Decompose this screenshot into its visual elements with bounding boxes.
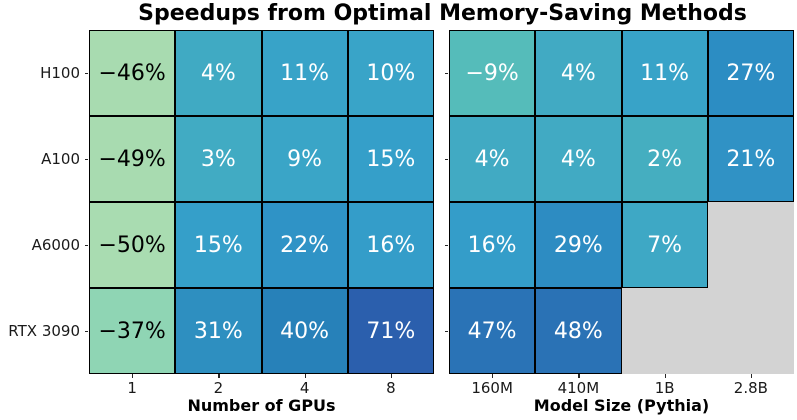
heatmap-cell: −49%: [89, 116, 176, 202]
heatmap-cell: 11%: [621, 30, 708, 116]
x-axis-title-gpus: Number of GPUs: [187, 396, 336, 415]
y-tick-mark: [444, 159, 448, 161]
x-axis-title-model-size: Model Size (Pythia): [533, 396, 710, 415]
heatmap-cell: 16%: [449, 202, 536, 288]
heatmap-cell: −9%: [449, 30, 536, 116]
heatmap-cell: 9%: [261, 116, 348, 202]
heatmap-cell-empty: [707, 288, 794, 374]
y-tick-label: A6000: [0, 202, 89, 288]
heatmap-model-size: −9% 4% 11% 27% 4% 4% 2% 21% 16% 29% 7% 47% 48% 160M 4…: [444, 30, 794, 420]
heatmap-cell: 2%: [621, 116, 708, 202]
heatmap-cell: 11%: [261, 30, 348, 116]
heatmap-cell: 7%: [621, 202, 708, 288]
heatmap-cell: 27%: [707, 30, 794, 116]
chart-title: Speedups from Optimal Memory-Saving Meth…: [138, 1, 747, 26]
heatmap-cell: −46%: [89, 30, 176, 116]
x-tick-label: 1: [89, 374, 175, 397]
heatmap-cell: 15%: [175, 202, 262, 288]
heatmap-cell: 71%: [347, 288, 434, 374]
heatmap-cell: 4%: [449, 116, 536, 202]
heatmap-cell: 47%: [449, 288, 536, 374]
heatmap-cell: 4%: [535, 30, 622, 116]
heatmap-cell: 4%: [175, 30, 262, 116]
heatmap-cell-empty: [707, 202, 794, 288]
heatmap-cell: 22%: [261, 202, 348, 288]
x-tick-labels-model-size: 160M 410M 1B 2.8B: [449, 374, 794, 397]
heatmap-cell: 40%: [261, 288, 348, 374]
heatmap-cell: 4%: [535, 116, 622, 202]
y-tick-label: A100: [0, 116, 89, 202]
heatmap-grid-model-size: −9% 4% 11% 27% 4% 4% 2% 21% 16% 29% 7% 47% 48%: [449, 30, 794, 374]
heatmap-cell: −37%: [89, 288, 176, 374]
y-tick-mark: [444, 331, 448, 333]
y-tick-label: RTX 3090: [0, 288, 89, 374]
heatmap-cell: −50%: [89, 202, 176, 288]
heatmap-cell: 16%: [347, 202, 434, 288]
x-tick-label: 8: [348, 374, 434, 397]
heatmap-cell: 31%: [175, 288, 262, 374]
heatmap-cell-empty: [621, 288, 708, 374]
x-tick-label: 160M: [449, 374, 535, 397]
y-tick-mark: [444, 73, 448, 75]
gpu-row-labels: H100 A100 A6000 RTX 3090: [0, 30, 89, 374]
heatmap-cell: 15%: [347, 116, 434, 202]
heatmap-cell: 29%: [535, 202, 622, 288]
heatmap-grid-gpus: −46% 4% 11% 10% −49% 3% 9% 15% −50% 15% 22% 16% −37%…: [89, 30, 434, 374]
x-tick-label: 410M: [535, 374, 621, 397]
y-tick-mark: [444, 245, 448, 247]
x-tick-label: 4: [262, 374, 348, 397]
heatmap-cell: 48%: [535, 288, 622, 374]
heatmap-number-of-gpus: −46% 4% 11% 10% −49% 3% 9% 15% −50% 15% 22% 16% −37%…: [89, 30, 434, 420]
heatmap-cell: 21%: [707, 116, 794, 202]
x-tick-label: 2: [175, 374, 261, 397]
heatmap-cell: 10%: [347, 30, 434, 116]
x-tick-label: 2.8B: [708, 374, 794, 397]
heatmap-cell: 3%: [175, 116, 262, 202]
y-tick-label: H100: [0, 30, 89, 116]
x-tick-label: 1B: [622, 374, 708, 397]
